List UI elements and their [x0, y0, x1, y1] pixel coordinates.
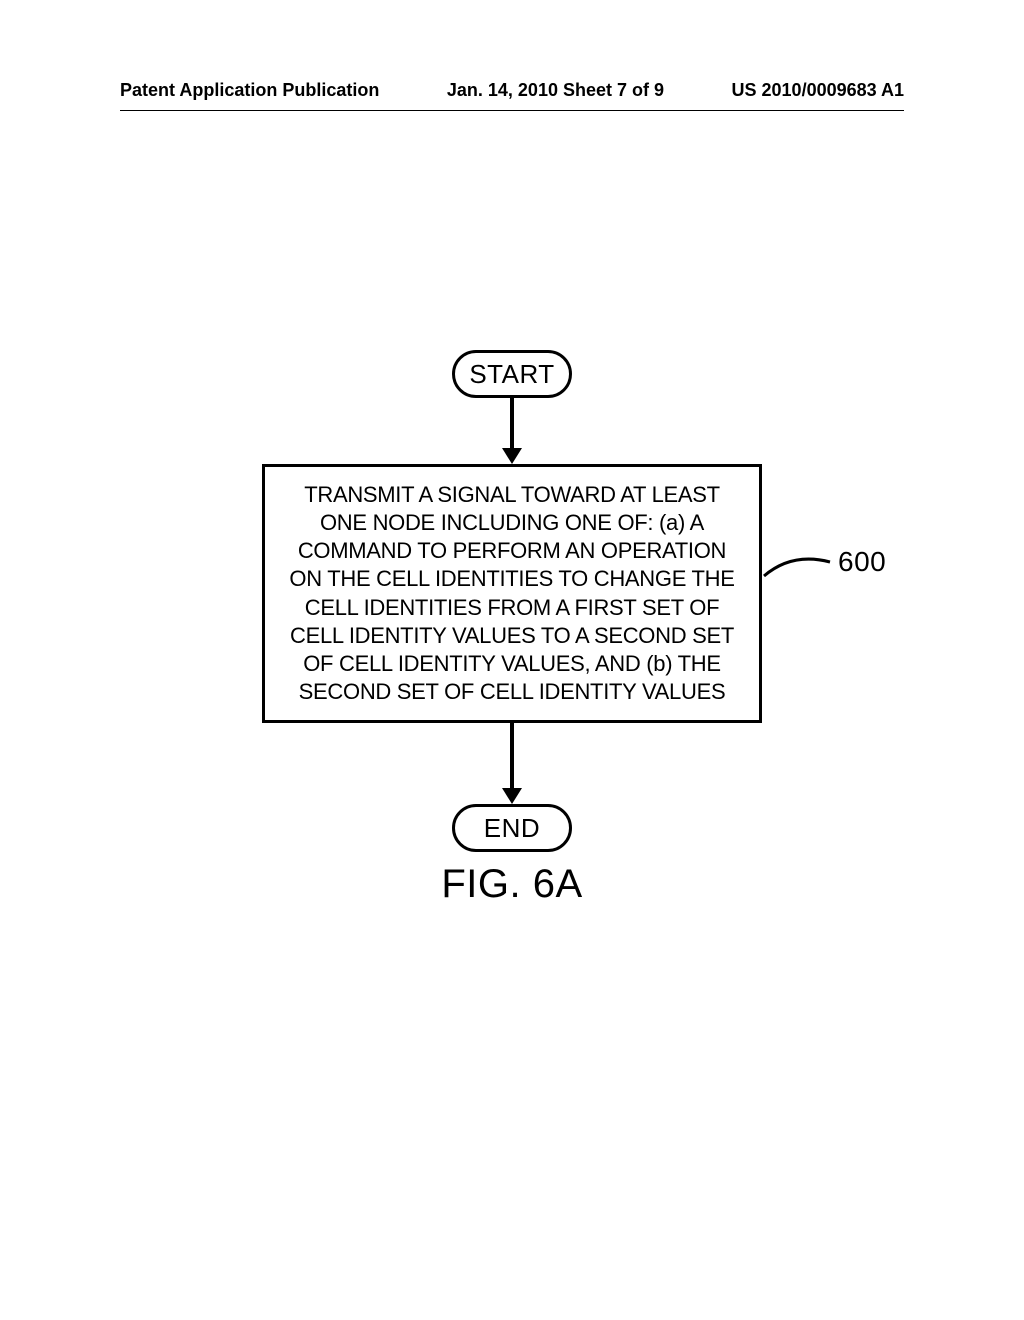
arrow-line-1 [510, 398, 514, 448]
flowchart-container: START TRANSMIT A SIGNAL TOWARD AT LEAST … [0, 350, 1024, 907]
process-box: TRANSMIT A SIGNAL TOWARD AT LEAST ONE NO… [262, 464, 762, 723]
arrow-head-1 [502, 448, 522, 464]
reference-number: 600 [838, 546, 886, 578]
end-label: END [484, 813, 540, 844]
arrow-line-2 [510, 723, 514, 788]
start-label: START [469, 359, 554, 390]
end-terminator: END [452, 804, 572, 852]
process-text: TRANSMIT A SIGNAL TOWARD AT LEAST ONE NO… [289, 482, 734, 704]
arrow-head-2 [502, 788, 522, 804]
header-left: Patent Application Publication [120, 80, 379, 101]
header-rule [120, 110, 904, 111]
figure-label: FIG. 6A [0, 862, 1024, 907]
header-center: Jan. 14, 2010 Sheet 7 of 9 [447, 80, 664, 101]
start-terminator: START [452, 350, 572, 398]
reference-leader-line [762, 554, 832, 584]
header-right: US 2010/0009683 A1 [732, 80, 904, 101]
page-header: Patent Application Publication Jan. 14, … [0, 80, 1024, 101]
